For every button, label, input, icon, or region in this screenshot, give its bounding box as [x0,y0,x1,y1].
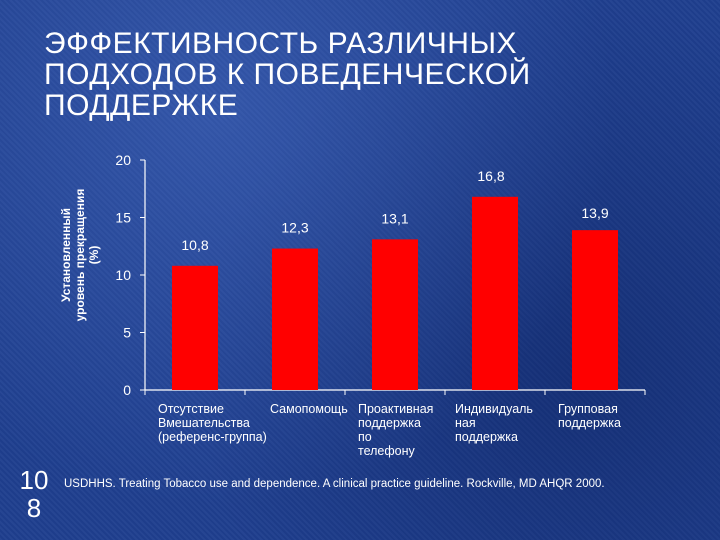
bar-value-label-3: 13,1 [381,210,408,226]
bar-4 [472,196,518,390]
category-label-4: Индивидуаль ная поддержка [455,402,533,444]
bar-2 [272,248,318,390]
bar-value-label-5: 13,9 [581,205,608,221]
page-number: 108 [19,465,49,523]
source-citation: USDHHS. Treating Tobacco use and depende… [64,478,605,490]
bar-value-label-4: 16,8 [477,168,504,184]
bar-value-label-2: 12,3 [281,220,308,236]
y-tick-label: 5 [123,325,131,341]
category-label-1: Отсутствие Вмешательства (референс-групп… [158,402,267,444]
bar-3 [372,239,418,390]
y-tick-label: 15 [115,210,131,226]
bar-value-label-1: 10,8 [181,237,208,253]
category-label-2: Самопомощь [270,402,348,416]
bar-5 [572,230,618,390]
bar-1 [172,265,218,390]
category-label-3: Проактивная поддержка по телефону [358,402,434,458]
y-tick-label: 20 [115,152,131,168]
y-tick-label: 0 [123,382,131,398]
y-tick-label: 10 [115,267,131,283]
category-label-5: Групповая поддержка [558,402,621,430]
slide-title: ЭФФЕКТИВНОСТЬ РАЗЛИЧНЫХ ПОДХОДОВ К ПОВЕД… [44,27,531,122]
